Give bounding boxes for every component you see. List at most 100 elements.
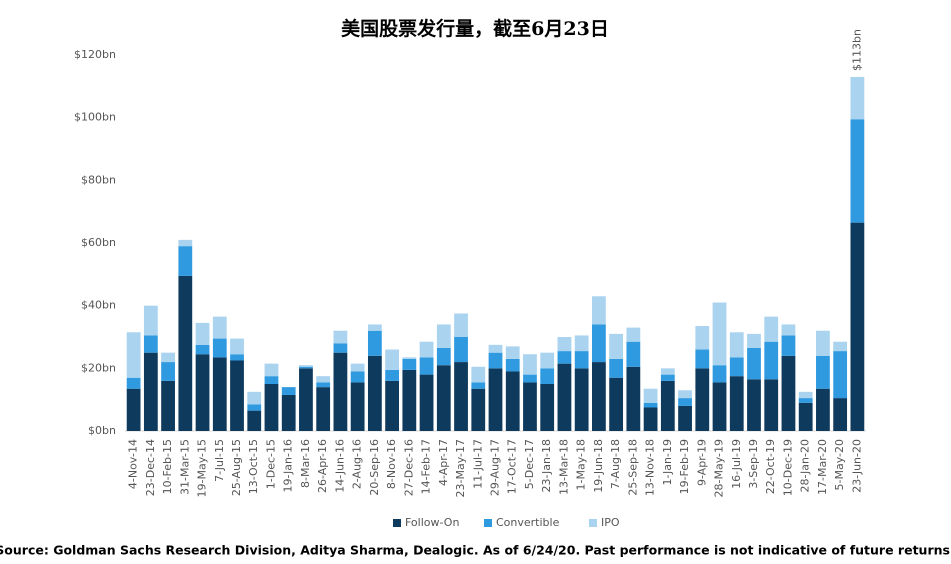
bar-segment <box>454 313 468 337</box>
bar-segment <box>505 346 520 359</box>
y-tick-label: $0bn <box>88 424 116 437</box>
x-tick-label: 17-Mar-20 <box>816 439 829 495</box>
x-tick-label: 27-Dec-16 <box>402 439 415 496</box>
legend-swatch <box>589 519 597 527</box>
bar-segment <box>764 316 779 342</box>
x-tick-label: 13-Mar-18 <box>557 439 570 495</box>
bar-segment <box>299 366 313 369</box>
bar-segment <box>316 376 331 383</box>
bar-segment <box>540 368 555 384</box>
bar-segment <box>609 358 624 378</box>
bar-segment <box>781 335 796 356</box>
bar-segment <box>316 382 331 388</box>
bar-segment <box>798 391 813 399</box>
bar-segment <box>557 351 572 364</box>
x-tick-label: 14-Feb-17 <box>420 439 433 494</box>
bar-segment <box>436 365 451 431</box>
bar-segment <box>402 358 417 370</box>
bar-segment <box>178 246 193 276</box>
x-tick-label: 7-Jul-15 <box>213 439 226 482</box>
bar-segment <box>350 363 365 372</box>
bar-segment <box>540 384 555 431</box>
x-tick-label: 10-Dec-19 <box>781 439 794 496</box>
bar-segment <box>747 379 761 431</box>
bar-segment <box>264 376 279 384</box>
bar-segment <box>523 354 537 375</box>
bar-segment <box>212 357 227 431</box>
x-tick-label: 2-Aug-16 <box>351 439 364 489</box>
bar-segment <box>471 366 486 383</box>
x-tick-label: 1-May-18 <box>575 439 588 490</box>
bar-segment <box>385 349 399 370</box>
x-tick-label: 17-Oct-17 <box>506 439 519 494</box>
x-tick-label: 19-Jun-18 <box>592 439 605 493</box>
bar-segment <box>436 347 451 366</box>
bar-segment <box>143 335 158 353</box>
legend-label: Follow-On <box>405 516 459 529</box>
x-tick-label: 8-Nov-16 <box>385 439 398 489</box>
x-tick-label: 11-Jul-17 <box>471 439 484 489</box>
bar-segment <box>488 352 503 369</box>
bar-segment <box>747 347 761 380</box>
x-tick-label: 3-Sep-19 <box>747 439 760 489</box>
bar-segment <box>195 354 210 431</box>
bar-segment <box>333 343 348 353</box>
bar-segment <box>299 368 313 431</box>
bar-segment <box>247 404 262 411</box>
bar-segment <box>488 344 503 353</box>
bar-segment <box>316 387 331 431</box>
bar-segment <box>592 362 606 431</box>
x-tick-label: 28-Jan-20 <box>799 439 812 493</box>
bar-segment <box>178 275 193 431</box>
bar-segment <box>385 380 399 431</box>
bar-segment <box>436 324 451 348</box>
bar-segment <box>574 351 589 369</box>
x-tick-label: 25-Aug-15 <box>230 439 243 496</box>
x-tick-label: 7-Aug-18 <box>609 439 622 489</box>
bar-segment <box>833 341 848 352</box>
bar-segment <box>402 357 417 359</box>
annotation: $113bn <box>850 29 863 71</box>
bar-segment <box>126 388 141 431</box>
bar-segment <box>678 405 692 431</box>
bar-segment <box>660 380 675 431</box>
bar-segment <box>816 330 830 356</box>
x-tick-label: 19-May-15 <box>196 439 209 497</box>
x-tick-label: 23-Dec-14 <box>144 439 157 496</box>
bar-segment <box>712 365 727 383</box>
x-tick-label: 9-Apr-19 <box>695 439 708 486</box>
y-tick-label: $20bn <box>81 361 116 374</box>
bar-segment <box>367 355 382 431</box>
bar-segment <box>333 330 348 344</box>
bar-segment <box>643 407 658 431</box>
bar-segment <box>626 341 641 367</box>
bar-segment <box>729 357 744 377</box>
bar-segment <box>816 388 830 431</box>
bar-segment <box>230 360 244 431</box>
x-tick-label: 14-Jun-16 <box>333 439 346 493</box>
chart-title: 美国股票发行量，截至6月23日 <box>341 17 609 40</box>
bar-segment <box>833 351 848 399</box>
bar-segment <box>850 76 865 120</box>
bar-segment <box>126 332 141 378</box>
bar-segment <box>454 337 468 363</box>
bar-segment <box>626 366 641 431</box>
bar-segment <box>592 296 606 325</box>
y-tick-label: $100bn <box>74 111 116 124</box>
bar-segment <box>626 327 641 342</box>
bar-segment <box>523 382 537 431</box>
bar-segment <box>574 335 589 352</box>
bar-segment <box>643 388 658 403</box>
bar-segment <box>540 352 555 369</box>
x-tick-label: 19-Jan-16 <box>282 439 295 493</box>
bar-segment <box>419 357 434 375</box>
x-tick-label: 10-Feb-15 <box>161 439 174 494</box>
bar-segment <box>299 365 313 367</box>
bar-segment <box>281 387 296 395</box>
x-tick-label: 13-Oct-15 <box>247 439 260 494</box>
bar-segment <box>161 380 175 431</box>
bar-segment <box>419 374 434 431</box>
bar-segment <box>264 384 279 431</box>
legend-label: Convertible <box>496 516 560 529</box>
